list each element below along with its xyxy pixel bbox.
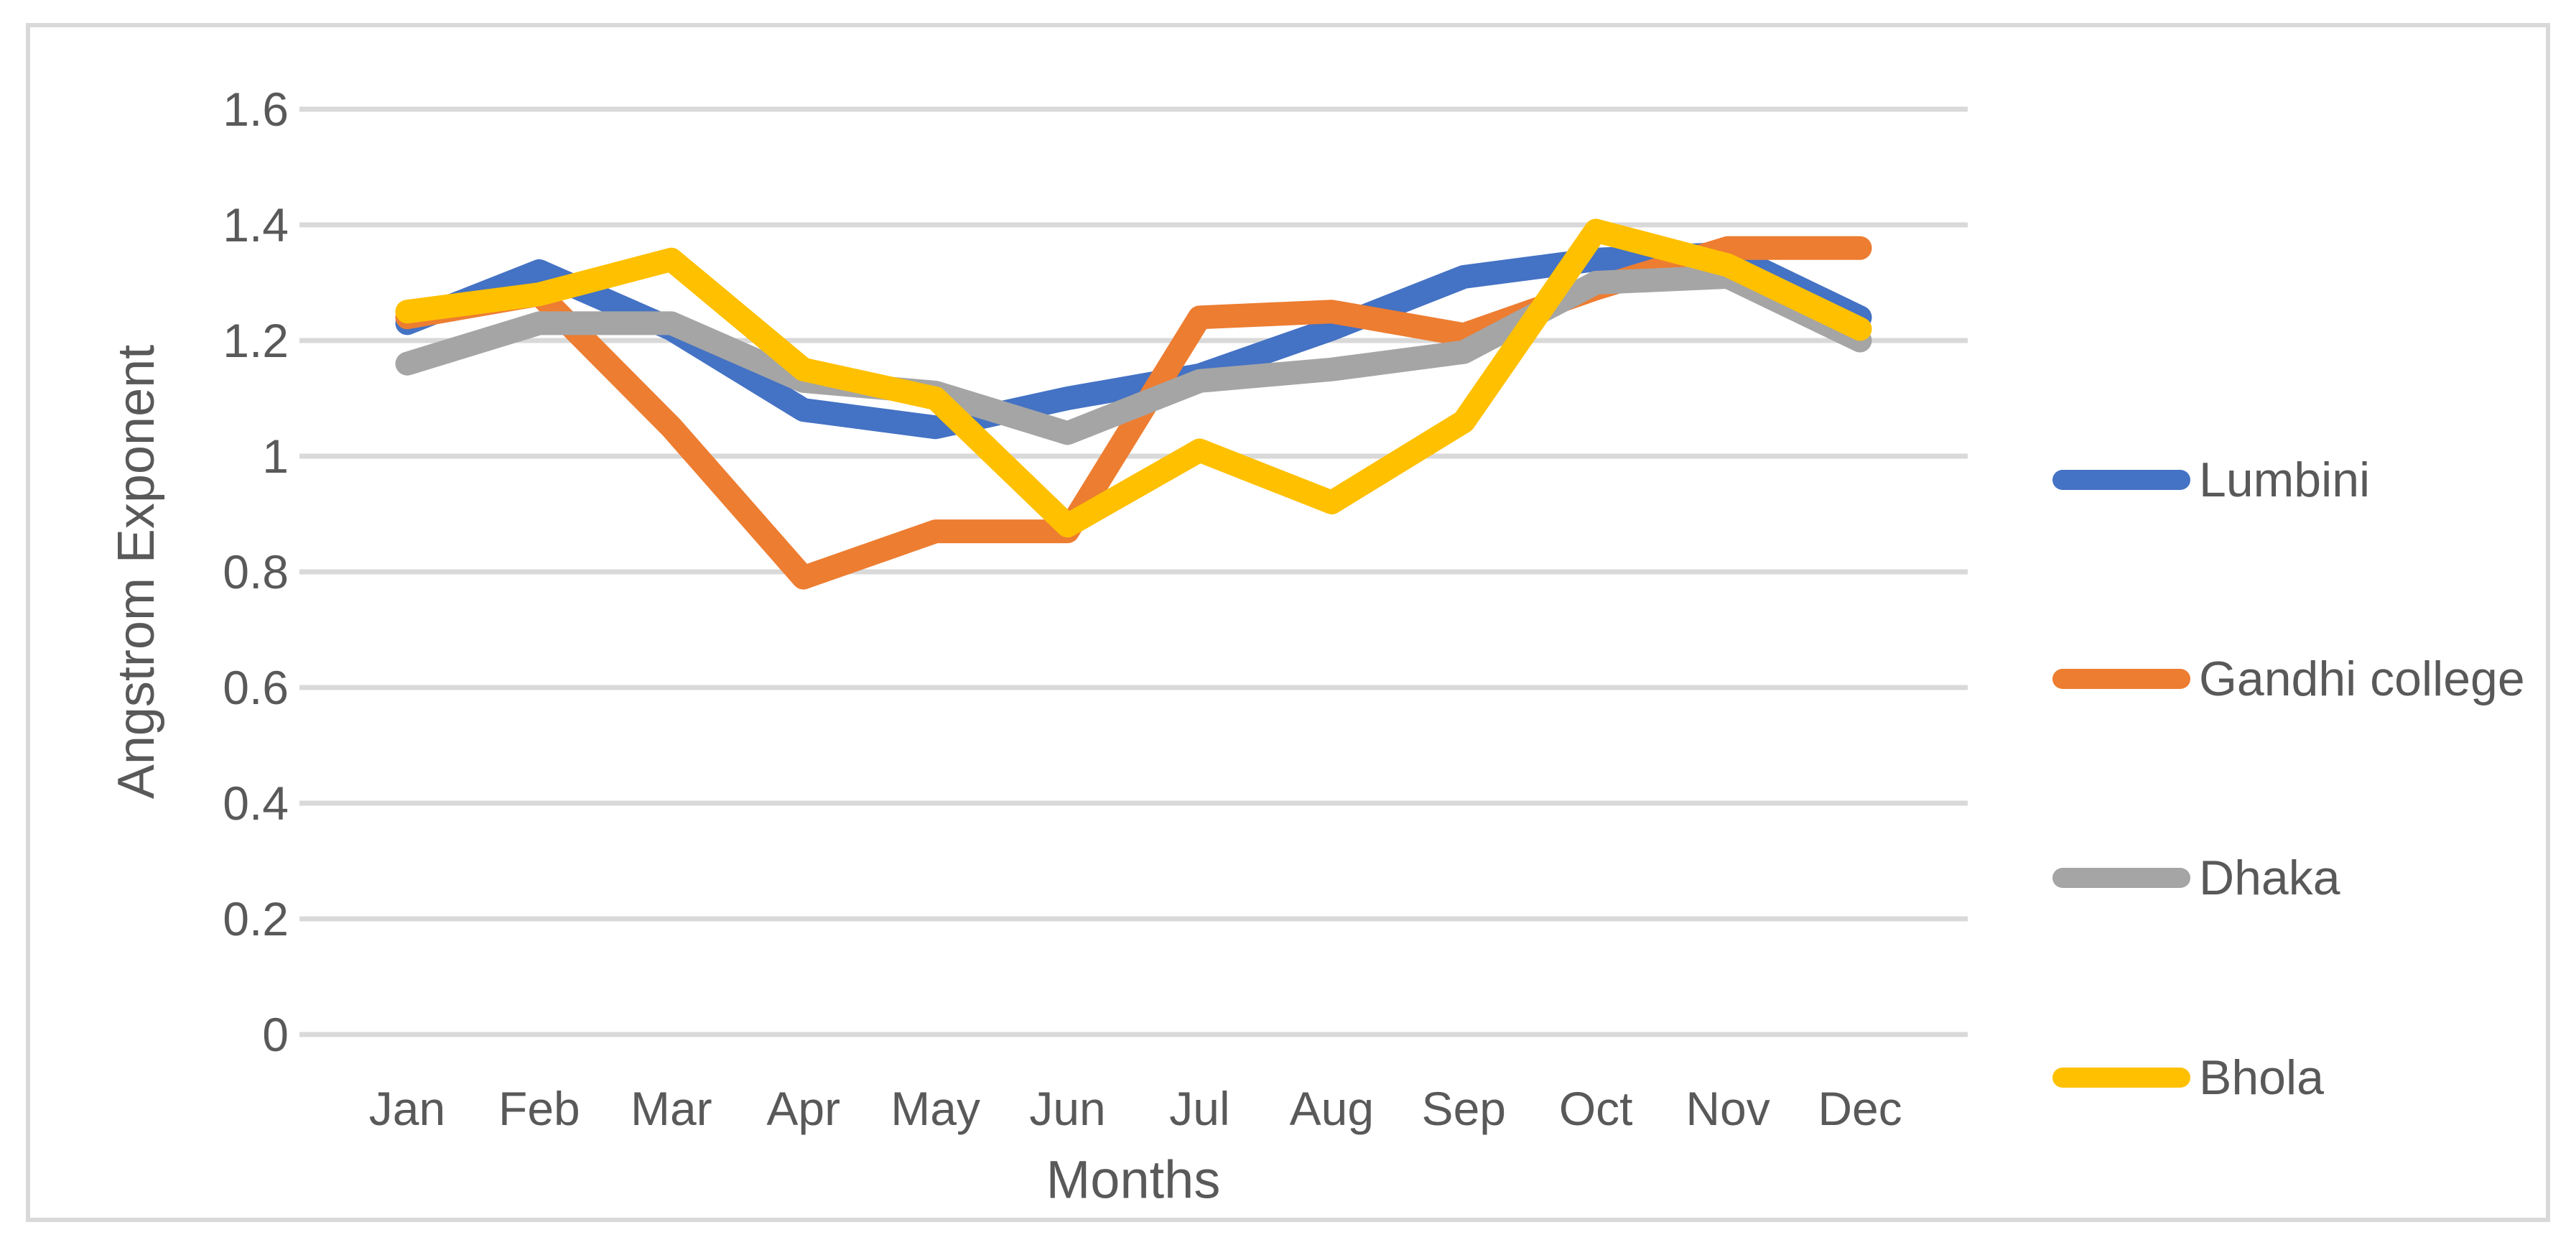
y-tick-label-0: 0 [262, 1008, 289, 1061]
y-tick-label-0.8: 0.8 [223, 545, 289, 598]
x-tick-label-jun: Jun [1029, 1082, 1106, 1135]
x-tick-label-jul: Jul [1169, 1082, 1230, 1135]
x-tick-label-mar: Mar [630, 1082, 712, 1135]
y-tick-label-1.4: 1.4 [223, 198, 289, 251]
x-tick-label-aug: Aug [1289, 1082, 1375, 1135]
y-tick-label-0.4: 0.4 [223, 777, 289, 830]
y-tick-label-1.6: 1.6 [223, 83, 289, 136]
x-tick-label-feb: Feb [498, 1082, 580, 1135]
x-axis-title: Months [1046, 1149, 1221, 1210]
x-tick-label-sep: Sep [1421, 1082, 1506, 1135]
x-tick-label-nov: Nov [1685, 1082, 1770, 1135]
x-tick-label-jan: Jan [368, 1082, 446, 1135]
y-tick-label-0.6: 0.6 [223, 661, 289, 714]
x-tick-label-oct: Oct [1558, 1082, 1633, 1135]
y-tick-label-1: 1 [262, 430, 289, 483]
x-tick-label-apr: Apr [766, 1082, 841, 1135]
x-tick-label-may: May [891, 1082, 980, 1135]
series-line-dhaka [395, 264, 1872, 445]
y-tick-label-0.2: 0.2 [223, 892, 289, 945]
series-line-bhola [395, 218, 1872, 538]
x-tick-label-dec: Dec [1818, 1082, 1902, 1135]
y-axis-title: Angstrom Exponent [108, 344, 165, 800]
y-tick-label-1.2: 1.2 [223, 314, 289, 367]
